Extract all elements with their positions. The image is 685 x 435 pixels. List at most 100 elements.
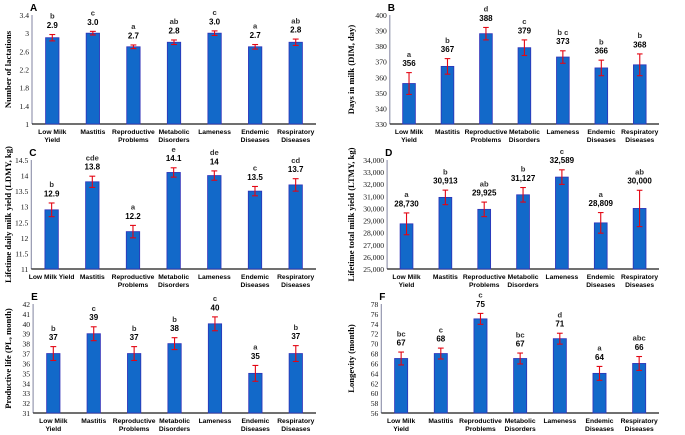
svg-text:Low Milk Yield: Low Milk Yield — [29, 274, 75, 281]
svg-text:Respiratory: Respiratory — [621, 274, 658, 281]
svg-text:367: 367 — [441, 45, 455, 54]
svg-text:Diseases: Diseases — [241, 426, 270, 433]
svg-text:b c: b c — [557, 28, 568, 37]
svg-text:c: c — [253, 164, 257, 173]
svg-text:Respiratory: Respiratory — [277, 418, 314, 425]
svg-text:31,127: 31,127 — [511, 174, 536, 183]
svg-text:37: 37 — [49, 333, 58, 342]
svg-text:14.5: 14.5 — [15, 156, 28, 165]
svg-text:30,000: 30,000 — [627, 177, 652, 186]
svg-text:1.8: 1.8 — [20, 84, 30, 93]
svg-text:c: c — [91, 9, 95, 18]
svg-text:Respiratory: Respiratory — [621, 418, 658, 425]
svg-text:28,000: 28,000 — [363, 229, 384, 238]
svg-text:13.7: 13.7 — [288, 165, 304, 174]
svg-text:Endemic: Endemic — [587, 274, 615, 281]
svg-text:a: a — [253, 22, 258, 31]
svg-text:35: 35 — [251, 352, 260, 361]
svg-text:Metabolic: Metabolic — [505, 418, 536, 425]
svg-text:34: 34 — [23, 379, 31, 388]
svg-text:78: 78 — [371, 300, 379, 309]
svg-text:13: 13 — [21, 203, 29, 212]
svg-text:ab: ab — [291, 16, 300, 25]
svg-text:27,000: 27,000 — [363, 241, 384, 250]
svg-text:Mastitis: Mastitis — [433, 274, 458, 281]
svg-text:b: b — [51, 324, 56, 333]
svg-text:a: a — [599, 190, 604, 199]
svg-text:ab: ab — [635, 167, 644, 176]
svg-text:39: 39 — [23, 330, 31, 339]
svg-text:64: 64 — [595, 353, 604, 362]
svg-text:Problems: Problems — [119, 426, 150, 433]
svg-text:A: A — [30, 3, 37, 14]
svg-text:Low Milk: Low Milk — [395, 129, 424, 136]
svg-text:25,000: 25,000 — [363, 265, 384, 274]
svg-text:Low Milk: Low Milk — [38, 129, 67, 136]
svg-text:42: 42 — [23, 300, 31, 309]
svg-text:2.6: 2.6 — [20, 47, 30, 56]
svg-text:390: 390 — [375, 27, 387, 36]
svg-text:37: 37 — [130, 333, 139, 342]
svg-text:2.8: 2.8 — [290, 25, 302, 34]
svg-text:Disorders: Disorders — [509, 137, 541, 144]
svg-text:1.4: 1.4 — [20, 102, 30, 111]
svg-text:28,809: 28,809 — [589, 199, 614, 208]
svg-text:366: 366 — [595, 47, 609, 56]
svg-text:71: 71 — [555, 320, 564, 329]
svg-text:b: b — [49, 180, 54, 189]
svg-text:Number of lactations: Number of lactations — [3, 30, 13, 108]
svg-text:37: 37 — [23, 350, 31, 359]
svg-text:30,913: 30,913 — [433, 177, 458, 186]
svg-text:c: c — [213, 294, 217, 303]
svg-text:3.4: 3.4 — [20, 11, 30, 20]
svg-text:Mastitis: Mastitis — [81, 418, 106, 425]
svg-text:Respiratory: Respiratory — [277, 129, 314, 136]
svg-text:a: a — [404, 190, 409, 199]
svg-text:Lameness: Lameness — [543, 418, 576, 425]
svg-text:2.9: 2.9 — [47, 21, 59, 30]
svg-text:Problems: Problems — [118, 137, 149, 144]
svg-text:cde: cde — [86, 153, 99, 162]
svg-text:330: 330 — [375, 120, 387, 129]
svg-text:b: b — [293, 323, 298, 332]
svg-text:39: 39 — [89, 313, 98, 322]
svg-text:b: b — [599, 37, 604, 46]
svg-text:32,000: 32,000 — [363, 180, 384, 189]
svg-text:33: 33 — [23, 389, 31, 398]
svg-text:Reproductive: Reproductive — [465, 129, 508, 136]
svg-text:68: 68 — [436, 335, 445, 344]
svg-text:62: 62 — [371, 379, 379, 388]
svg-text:b: b — [521, 165, 526, 174]
svg-text:40: 40 — [211, 303, 220, 312]
svg-text:67: 67 — [397, 338, 406, 347]
svg-text:Respiratory: Respiratory — [277, 274, 314, 281]
svg-text:Diseases: Diseases — [585, 426, 614, 433]
svg-text:Lameness: Lameness — [199, 418, 232, 425]
svg-text:c: c — [560, 147, 564, 156]
svg-text:356: 356 — [402, 59, 416, 68]
svg-text:66: 66 — [635, 343, 644, 352]
svg-text:ab: ab — [480, 179, 489, 188]
svg-text:380: 380 — [375, 42, 387, 51]
svg-text:Reproductive: Reproductive — [112, 129, 155, 136]
svg-text:67: 67 — [516, 339, 525, 348]
svg-text:1: 1 — [25, 120, 29, 129]
svg-text:32: 32 — [23, 399, 31, 408]
svg-text:Mastitis: Mastitis — [435, 129, 460, 136]
svg-text:66: 66 — [371, 359, 379, 368]
svg-text:26,000: 26,000 — [363, 253, 384, 262]
svg-text:Low Milk: Low Milk — [392, 274, 421, 281]
svg-text:b: b — [443, 167, 448, 176]
svg-text:Endemic: Endemic — [241, 418, 269, 425]
svg-text:37: 37 — [291, 332, 300, 341]
svg-text:de: de — [210, 148, 219, 157]
svg-text:Endemic: Endemic — [586, 418, 614, 425]
svg-text:40: 40 — [23, 320, 31, 329]
svg-text:29,000: 29,000 — [363, 217, 384, 226]
svg-text:abc: abc — [633, 334, 646, 343]
svg-text:Problems: Problems — [465, 426, 496, 433]
svg-text:72: 72 — [371, 330, 379, 339]
svg-text:2.8: 2.8 — [168, 26, 180, 35]
svg-text:Diseases: Diseases — [281, 137, 310, 144]
svg-text:cd: cd — [291, 156, 300, 165]
